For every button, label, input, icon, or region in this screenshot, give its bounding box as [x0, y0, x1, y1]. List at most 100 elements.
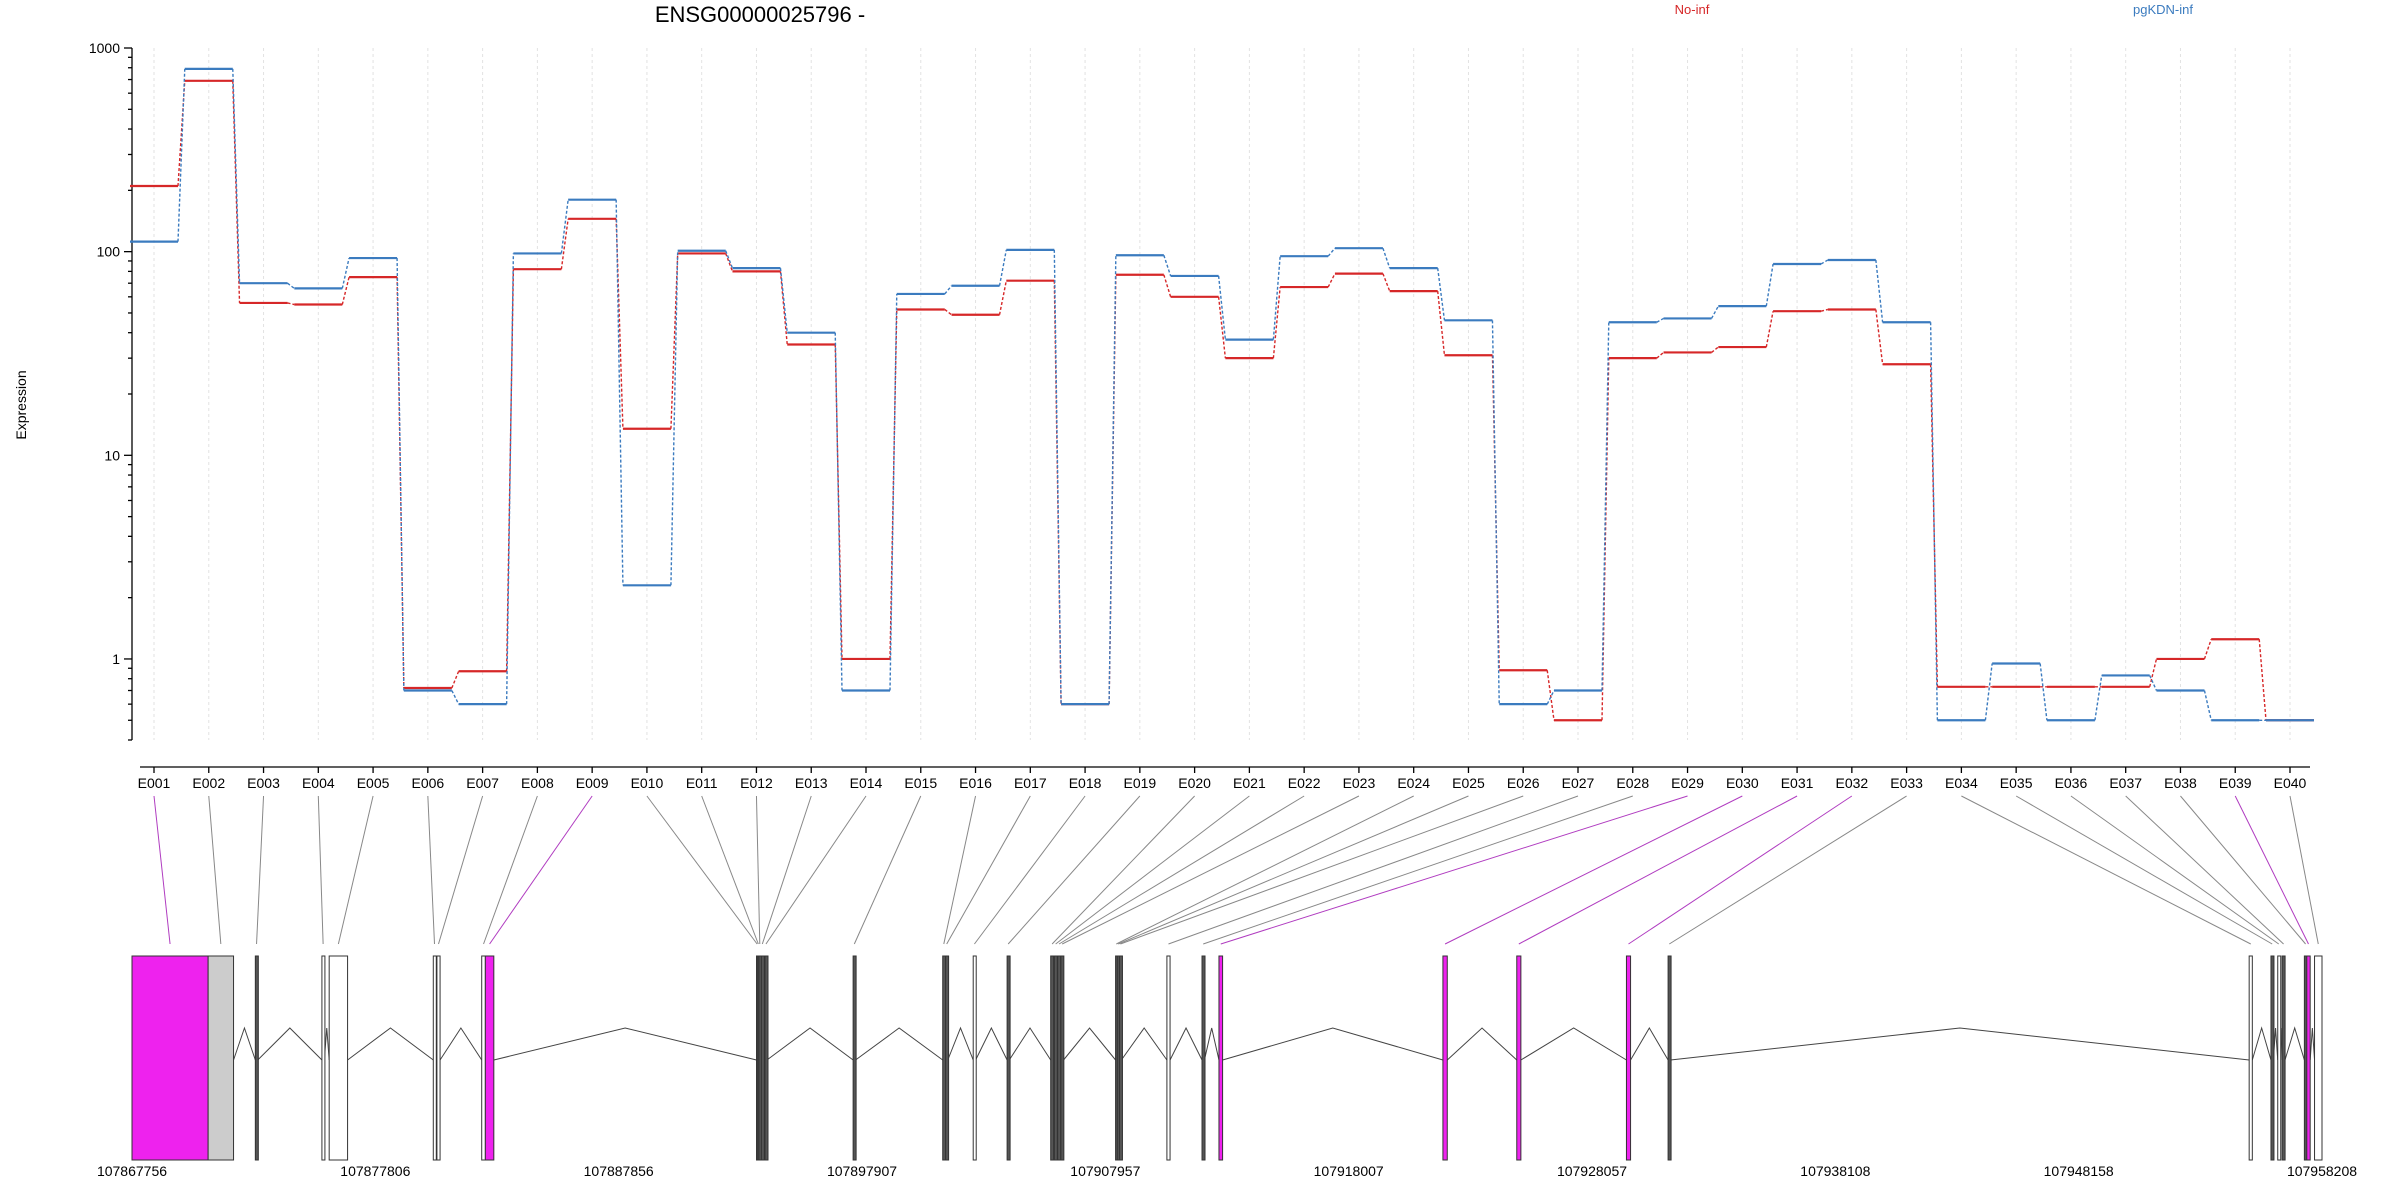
series-connector	[451, 690, 460, 705]
series-connector	[889, 293, 898, 691]
connector-e031	[1518, 795, 1798, 945]
series-connector	[1546, 670, 1555, 721]
x-tick-label-e015: E015	[904, 775, 937, 791]
series-connector	[2039, 663, 2048, 721]
intron-line	[1222, 1027, 1444, 1061]
x-tick-label-e030: E030	[1726, 775, 1759, 791]
exon-block-e033	[1667, 955, 1672, 1161]
connector-e008	[483, 795, 538, 945]
connector-e013	[761, 795, 812, 945]
exon-connector-lines	[153, 795, 2319, 945]
exon-block-e031	[1516, 955, 1522, 1161]
series-connector	[1765, 263, 1774, 307]
x-tick-label-e014: E014	[850, 775, 883, 791]
series-connector	[1929, 364, 1939, 687]
connector-e019	[1007, 795, 1141, 945]
exon-block-e023	[1060, 955, 1065, 1161]
series-connector	[1984, 663, 1993, 721]
x-tick-label-e008: E008	[521, 775, 554, 791]
exon-block-e009	[484, 955, 495, 1161]
coordinate-label: 107877806	[340, 1163, 410, 1179]
series-connector	[998, 280, 1007, 315]
series-connector	[1272, 256, 1281, 340]
intron-line	[1520, 1027, 1627, 1061]
connector-e023	[1061, 795, 1360, 945]
series-connector	[1491, 320, 1500, 705]
series-connector	[1327, 247, 1336, 257]
x-tick-label-e028: E028	[1616, 775, 1649, 791]
exon-block-e036	[2277, 955, 2282, 1161]
x-tick-label-e020: E020	[1178, 775, 1211, 791]
coordinate-label: 107928057	[1557, 1163, 1627, 1179]
x-tick-label-e033: E033	[1890, 775, 1923, 791]
intron-line	[1063, 1027, 1116, 1061]
series-connector	[834, 344, 843, 659]
intron-line	[1670, 1027, 2250, 1061]
vertical-gridlines	[153, 48, 2291, 740]
x-tick-label-e036: E036	[2055, 775, 2088, 791]
y-tick-label: 100	[97, 244, 121, 260]
series-connector	[944, 285, 953, 295]
exon-block-e017	[945, 955, 950, 1161]
intron-line	[233, 1026, 256, 1061]
exon-block-e034	[2248, 955, 2253, 1161]
connector-e003	[256, 795, 265, 945]
intron-line	[257, 1027, 323, 1061]
x-tick-label-e031: E031	[1781, 775, 1814, 791]
coordinate-label: 107918007	[1314, 1163, 1384, 1179]
connector-e012	[755, 795, 761, 945]
exon-block-e037	[2281, 955, 2286, 1161]
series-connector	[1656, 317, 1664, 323]
series-connector	[505, 269, 515, 672]
series-connector	[1382, 273, 1391, 292]
exon-block-e005	[328, 955, 349, 1161]
intron-line	[2284, 1026, 2305, 1061]
series-connector	[1710, 305, 1719, 319]
connector-e029	[1220, 795, 1688, 945]
series-connector	[560, 199, 569, 254]
connector-e020	[1051, 795, 1195, 945]
series-connector	[1163, 274, 1172, 298]
intron-line	[1169, 1026, 1203, 1061]
intron-line	[1120, 1027, 1168, 1061]
connector-e021	[1055, 795, 1250, 945]
connector-e001	[153, 795, 171, 945]
exon-block-e013	[760, 955, 765, 1161]
x-tick-label-e009: E009	[576, 775, 609, 791]
y-axis-label: Expression	[13, 370, 29, 439]
connector-e009	[489, 795, 593, 945]
intron-line	[493, 1027, 757, 1061]
connector-e022	[1058, 795, 1305, 945]
series-connector	[1875, 309, 1884, 365]
x-tick-label-e035: E035	[2000, 775, 2033, 791]
connector-e015	[853, 795, 922, 945]
x-tick-label-e021: E021	[1233, 775, 1266, 791]
x-tick-label-e024: E024	[1397, 775, 1430, 791]
exon-block-e021	[1053, 955, 1058, 1161]
series-connector	[779, 268, 788, 333]
exon-block-e018	[972, 955, 977, 1161]
series-lines	[130, 67, 2314, 722]
connector-e005	[337, 795, 374, 945]
legend-series-no-inf: No-inf	[1675, 2, 1710, 17]
x-tick-label-e019: E019	[1123, 775, 1156, 791]
series-connector	[1217, 296, 1227, 359]
x-tick-label-e017: E017	[1014, 775, 1047, 791]
exon-block-e008	[481, 955, 486, 1161]
x-tick-label-e005: E005	[357, 775, 390, 791]
intron-line	[1630, 1027, 1669, 1061]
coordinate-label: 107948158	[2044, 1163, 2114, 1179]
connector-e026	[1120, 795, 1524, 945]
intron-line	[1203, 1027, 1220, 1061]
intron-line	[439, 1027, 483, 1061]
coordinate-label: 107907957	[1070, 1163, 1140, 1179]
connector-e028	[1203, 795, 1633, 945]
series-connector	[505, 253, 515, 705]
intron-line	[2309, 1027, 2316, 1061]
x-tick-label-e013: E013	[795, 775, 828, 791]
series-connector	[2203, 690, 2212, 721]
series-connector	[1436, 291, 1446, 356]
connector-e024	[1116, 795, 1414, 945]
coordinate-label: 107938108	[1800, 1163, 1870, 1179]
series-connector	[177, 80, 186, 187]
